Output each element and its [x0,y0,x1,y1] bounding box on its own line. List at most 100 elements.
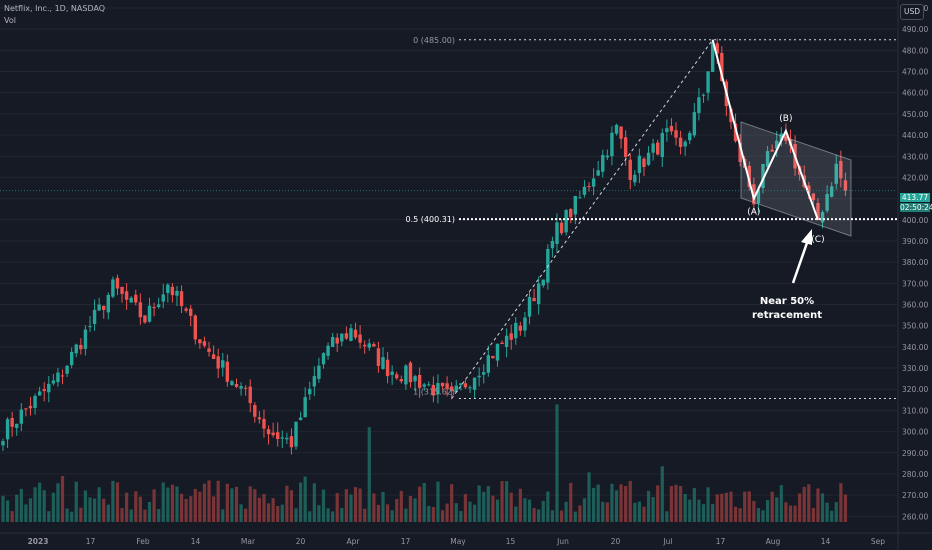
candle-body [170,286,175,296]
candle-body [211,354,216,359]
volume-bar [376,504,381,522]
candle-body [138,302,143,318]
volume-bar [349,494,353,522]
candle-body [166,284,170,293]
candle-body [582,186,587,195]
candle-body [51,380,56,384]
volume-bar [335,493,339,522]
candle-body [239,386,243,389]
candle-body [710,41,715,72]
y-tick-label: 390.00 [902,237,928,246]
candle-body [156,304,161,308]
candle-body [147,305,152,322]
candle-body [541,279,545,286]
candle-body [161,294,165,302]
volume-bar [363,508,367,522]
candle-body [587,185,591,187]
volume-bar [79,507,83,522]
candle-body [69,351,74,366]
volume-bar [546,491,550,522]
volume-bar [610,483,614,522]
volume-bar [28,498,33,522]
y-tick-label: 290.00 [902,449,928,458]
candle-body [280,437,284,439]
candle-body [491,356,495,359]
x-tick-label: Sep [871,537,885,546]
volume-bar [134,491,138,522]
volume-bar [747,491,751,522]
x-tick-label: Jul [662,537,672,546]
volume-bar [70,511,74,522]
volume-bar [646,490,651,522]
volume-bar [729,491,733,522]
candle-body [97,304,101,311]
candle-body [715,43,719,54]
candle-body [646,152,651,165]
volume-bar [404,508,408,522]
y-tick-label: 470.00 [902,68,928,77]
volume-bar [33,487,37,522]
candle-body [449,386,454,392]
candle-body [47,383,51,393]
volume-bar [775,497,779,522]
volume-bar [166,487,170,522]
volume-bar [202,483,207,522]
volume-bar [207,480,211,522]
volume-bar [436,481,440,522]
volume-bar [642,506,646,522]
candle-body [660,133,664,158]
candle-body [376,348,381,366]
note-line-2: retracement [752,310,822,321]
volume-bar [656,485,660,522]
candle-body [271,432,275,436]
volume-bar [331,511,335,522]
currency-button[interactable]: USD [900,4,924,20]
candle-body [184,308,188,311]
candle-body [779,133,784,141]
candle-body [143,315,147,323]
candle-body [189,308,193,316]
fib-label-0: 0 (485.00) [413,36,455,45]
volume-bar [212,496,216,522]
candle-body [427,384,431,386]
candle-body [115,277,120,289]
y-tick-label: 300.00 [902,428,928,437]
volume-bar [253,489,257,522]
volume-bar [372,493,376,522]
y-tick-label: 270.00 [902,491,928,500]
volume-bar [651,497,655,522]
candle-body [578,197,582,199]
candle-body [784,132,788,141]
symbol-legend[interactable]: Netflix, Inc., 1D, NASDAQ [4,4,106,13]
candle-body [738,142,742,163]
volume-bar [688,499,692,522]
volume-bar [19,488,23,522]
volume-bar [106,504,110,522]
volume-bar [413,498,417,522]
volume-bar [294,508,298,522]
volume-bar [711,503,715,522]
volume-bar [527,499,532,522]
candle-body [614,124,619,134]
volume-legend[interactable]: Vol [4,16,16,25]
volume-bar [353,487,358,522]
volume-bar [244,508,248,522]
candle-body [15,423,19,428]
x-tick-label: Apr [347,537,361,546]
volume-bar [24,504,28,522]
candle-body [701,94,706,96]
y-tick-label: 480.00 [902,46,928,55]
volume-bar [752,500,756,522]
volume-bar [399,490,403,522]
candle-body [536,283,541,305]
x-tick-label: 17 [401,537,411,546]
candle-body [820,212,825,223]
y-tick-label: 430.00 [902,152,928,161]
volume-bar [459,511,463,522]
candle-body [843,180,848,191]
candle-body [321,353,326,365]
volume-bar [830,510,834,522]
candle-body [294,421,298,447]
candle-body [569,209,573,218]
